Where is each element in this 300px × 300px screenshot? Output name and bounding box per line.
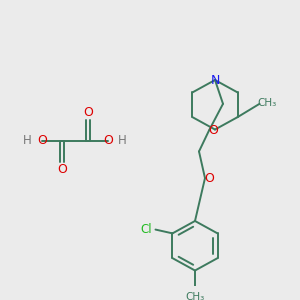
Text: CH₃: CH₃ — [257, 98, 276, 108]
Text: O: O — [103, 134, 113, 148]
Text: O: O — [204, 172, 214, 184]
Text: O: O — [83, 106, 93, 119]
Text: H: H — [23, 134, 32, 148]
Text: O: O — [57, 163, 67, 176]
Text: CH₃: CH₃ — [185, 292, 205, 300]
Text: O: O — [208, 124, 218, 137]
Text: N: N — [210, 74, 220, 86]
Text: Cl: Cl — [141, 223, 152, 236]
Text: H: H — [118, 134, 127, 148]
Text: O: O — [37, 134, 47, 148]
